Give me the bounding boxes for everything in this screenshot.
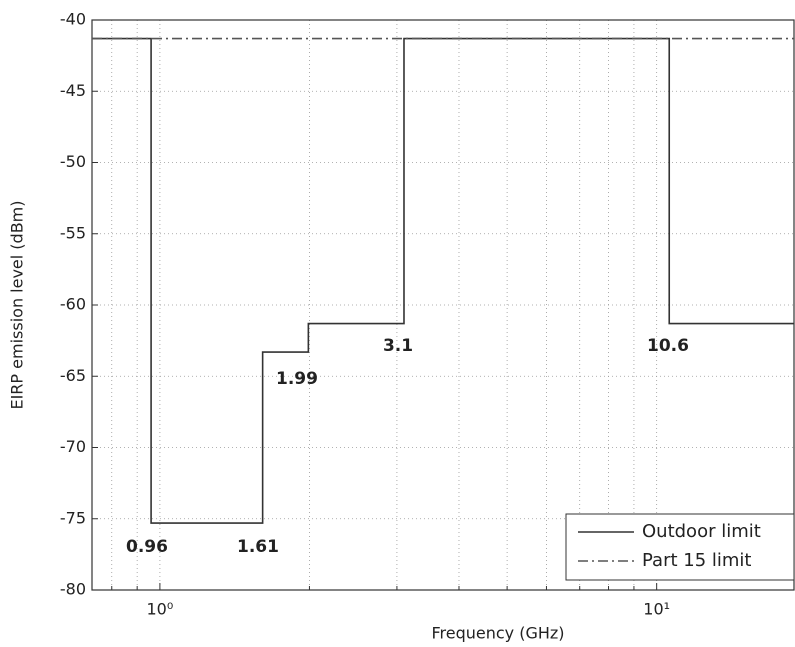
y-tick-label: -50 xyxy=(60,152,86,171)
chart: Frequency (GHz) EIRP emission level (dBm… xyxy=(0,0,795,647)
x-tick-label: 10¹ xyxy=(643,600,670,619)
annotation: 10.6 xyxy=(647,336,689,356)
annotation: 1.99 xyxy=(276,369,318,389)
line-series xyxy=(92,39,794,524)
y-tick-label: -55 xyxy=(60,223,86,242)
annotation: 1.61 xyxy=(237,537,279,557)
y-tick-label: -80 xyxy=(60,580,86,599)
page: {"chart_data": {"type": "line", "xlabel"… xyxy=(0,0,795,647)
y-tick-label: -70 xyxy=(60,437,86,456)
x-tick-label: 10⁰ xyxy=(147,600,174,619)
y-tick-label: -60 xyxy=(60,295,86,314)
annotation: 3.1 xyxy=(383,336,413,356)
legend-label: Outdoor limit xyxy=(642,521,761,542)
annotation: 0.96 xyxy=(126,537,168,557)
x-axis-label: Frequency (GHz) xyxy=(431,624,564,643)
y-tick-label: -75 xyxy=(60,508,86,527)
y-tick-label: -40 xyxy=(60,10,86,29)
y-tick-label: -45 xyxy=(60,81,86,100)
y-tick-label: -65 xyxy=(60,366,86,385)
y-axis-label: EIRP emission level (dBm) xyxy=(8,200,27,409)
legend-label: Part 15 limit xyxy=(642,550,751,571)
